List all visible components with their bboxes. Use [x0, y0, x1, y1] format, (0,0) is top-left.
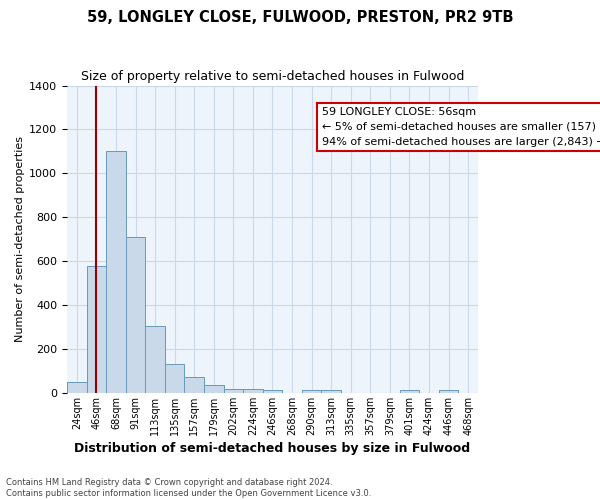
Bar — [145, 326, 165, 393]
Bar — [302, 390, 322, 393]
Bar — [400, 390, 419, 393]
Bar — [67, 382, 86, 393]
Y-axis label: Number of semi-detached properties: Number of semi-detached properties — [15, 136, 25, 342]
Bar — [322, 390, 341, 393]
Bar — [243, 388, 263, 393]
Bar — [204, 385, 224, 393]
X-axis label: Distribution of semi-detached houses by size in Fulwood: Distribution of semi-detached houses by … — [74, 442, 470, 455]
Text: 59 LONGLEY CLOSE: 56sqm
← 5% of semi-detached houses are smaller (157)
94% of se: 59 LONGLEY CLOSE: 56sqm ← 5% of semi-det… — [322, 107, 600, 146]
Title: Size of property relative to semi-detached houses in Fulwood: Size of property relative to semi-detach… — [81, 70, 464, 83]
Bar — [165, 364, 184, 393]
Bar — [86, 266, 106, 393]
Bar — [106, 152, 126, 393]
Bar — [126, 237, 145, 393]
Bar — [263, 390, 282, 393]
Bar — [224, 388, 243, 393]
Text: 59, LONGLEY CLOSE, FULWOOD, PRESTON, PR2 9TB: 59, LONGLEY CLOSE, FULWOOD, PRESTON, PR2… — [87, 10, 513, 25]
Text: Contains HM Land Registry data © Crown copyright and database right 2024.
Contai: Contains HM Land Registry data © Crown c… — [6, 478, 371, 498]
Bar — [439, 390, 458, 393]
Bar — [184, 377, 204, 393]
